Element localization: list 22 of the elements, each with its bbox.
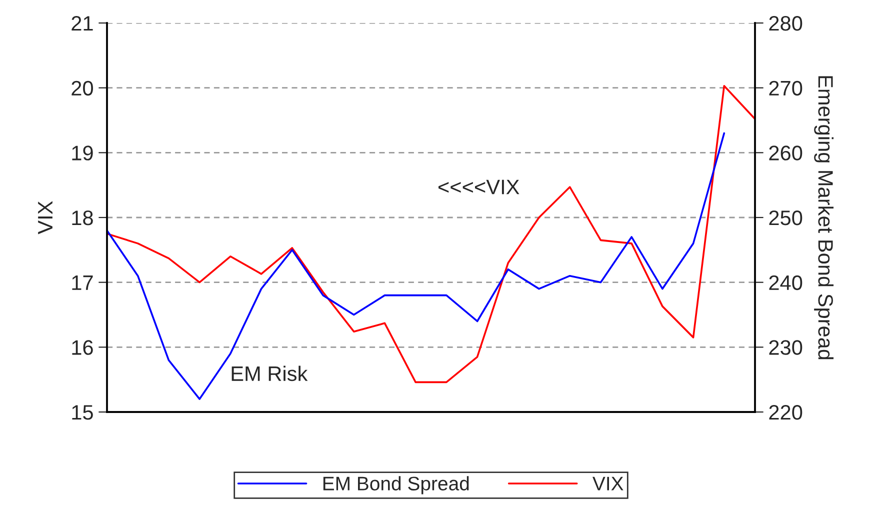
annotation: <<<<VIX [438, 180, 520, 194]
y2-tick-label: 240 [769, 275, 802, 290]
y2-tick-label: 230 [769, 340, 802, 355]
y-tick-label: 15 [72, 405, 93, 420]
y2-tick-label: 250 [769, 210, 802, 226]
y-tick-label: 20 [72, 80, 93, 96]
y-tick-label: 19 [72, 146, 93, 160]
annotation: EM Risk [232, 366, 308, 382]
y-tick-label: 17 [72, 276, 93, 290]
y-axis-title: VIX [38, 201, 52, 234]
y2-tick-label: 280 [769, 16, 802, 31]
y2-tick-label: 220 [769, 405, 802, 420]
legend-label: EM Bond Spread [323, 476, 469, 494]
y2-tick-label: 270 [769, 80, 802, 96]
y-tick-label: 21 [72, 16, 93, 31]
y-tick-label: 16 [72, 340, 93, 355]
legend-label: VIX [592, 476, 624, 490]
line-series [107, 132, 726, 400]
y-tick-label: 18 [72, 210, 93, 226]
y2-tick-label: 260 [769, 146, 802, 160]
line-series [107, 84, 755, 384]
y2-axis-title: Emerging Market Bond Spread [814, 76, 834, 360]
